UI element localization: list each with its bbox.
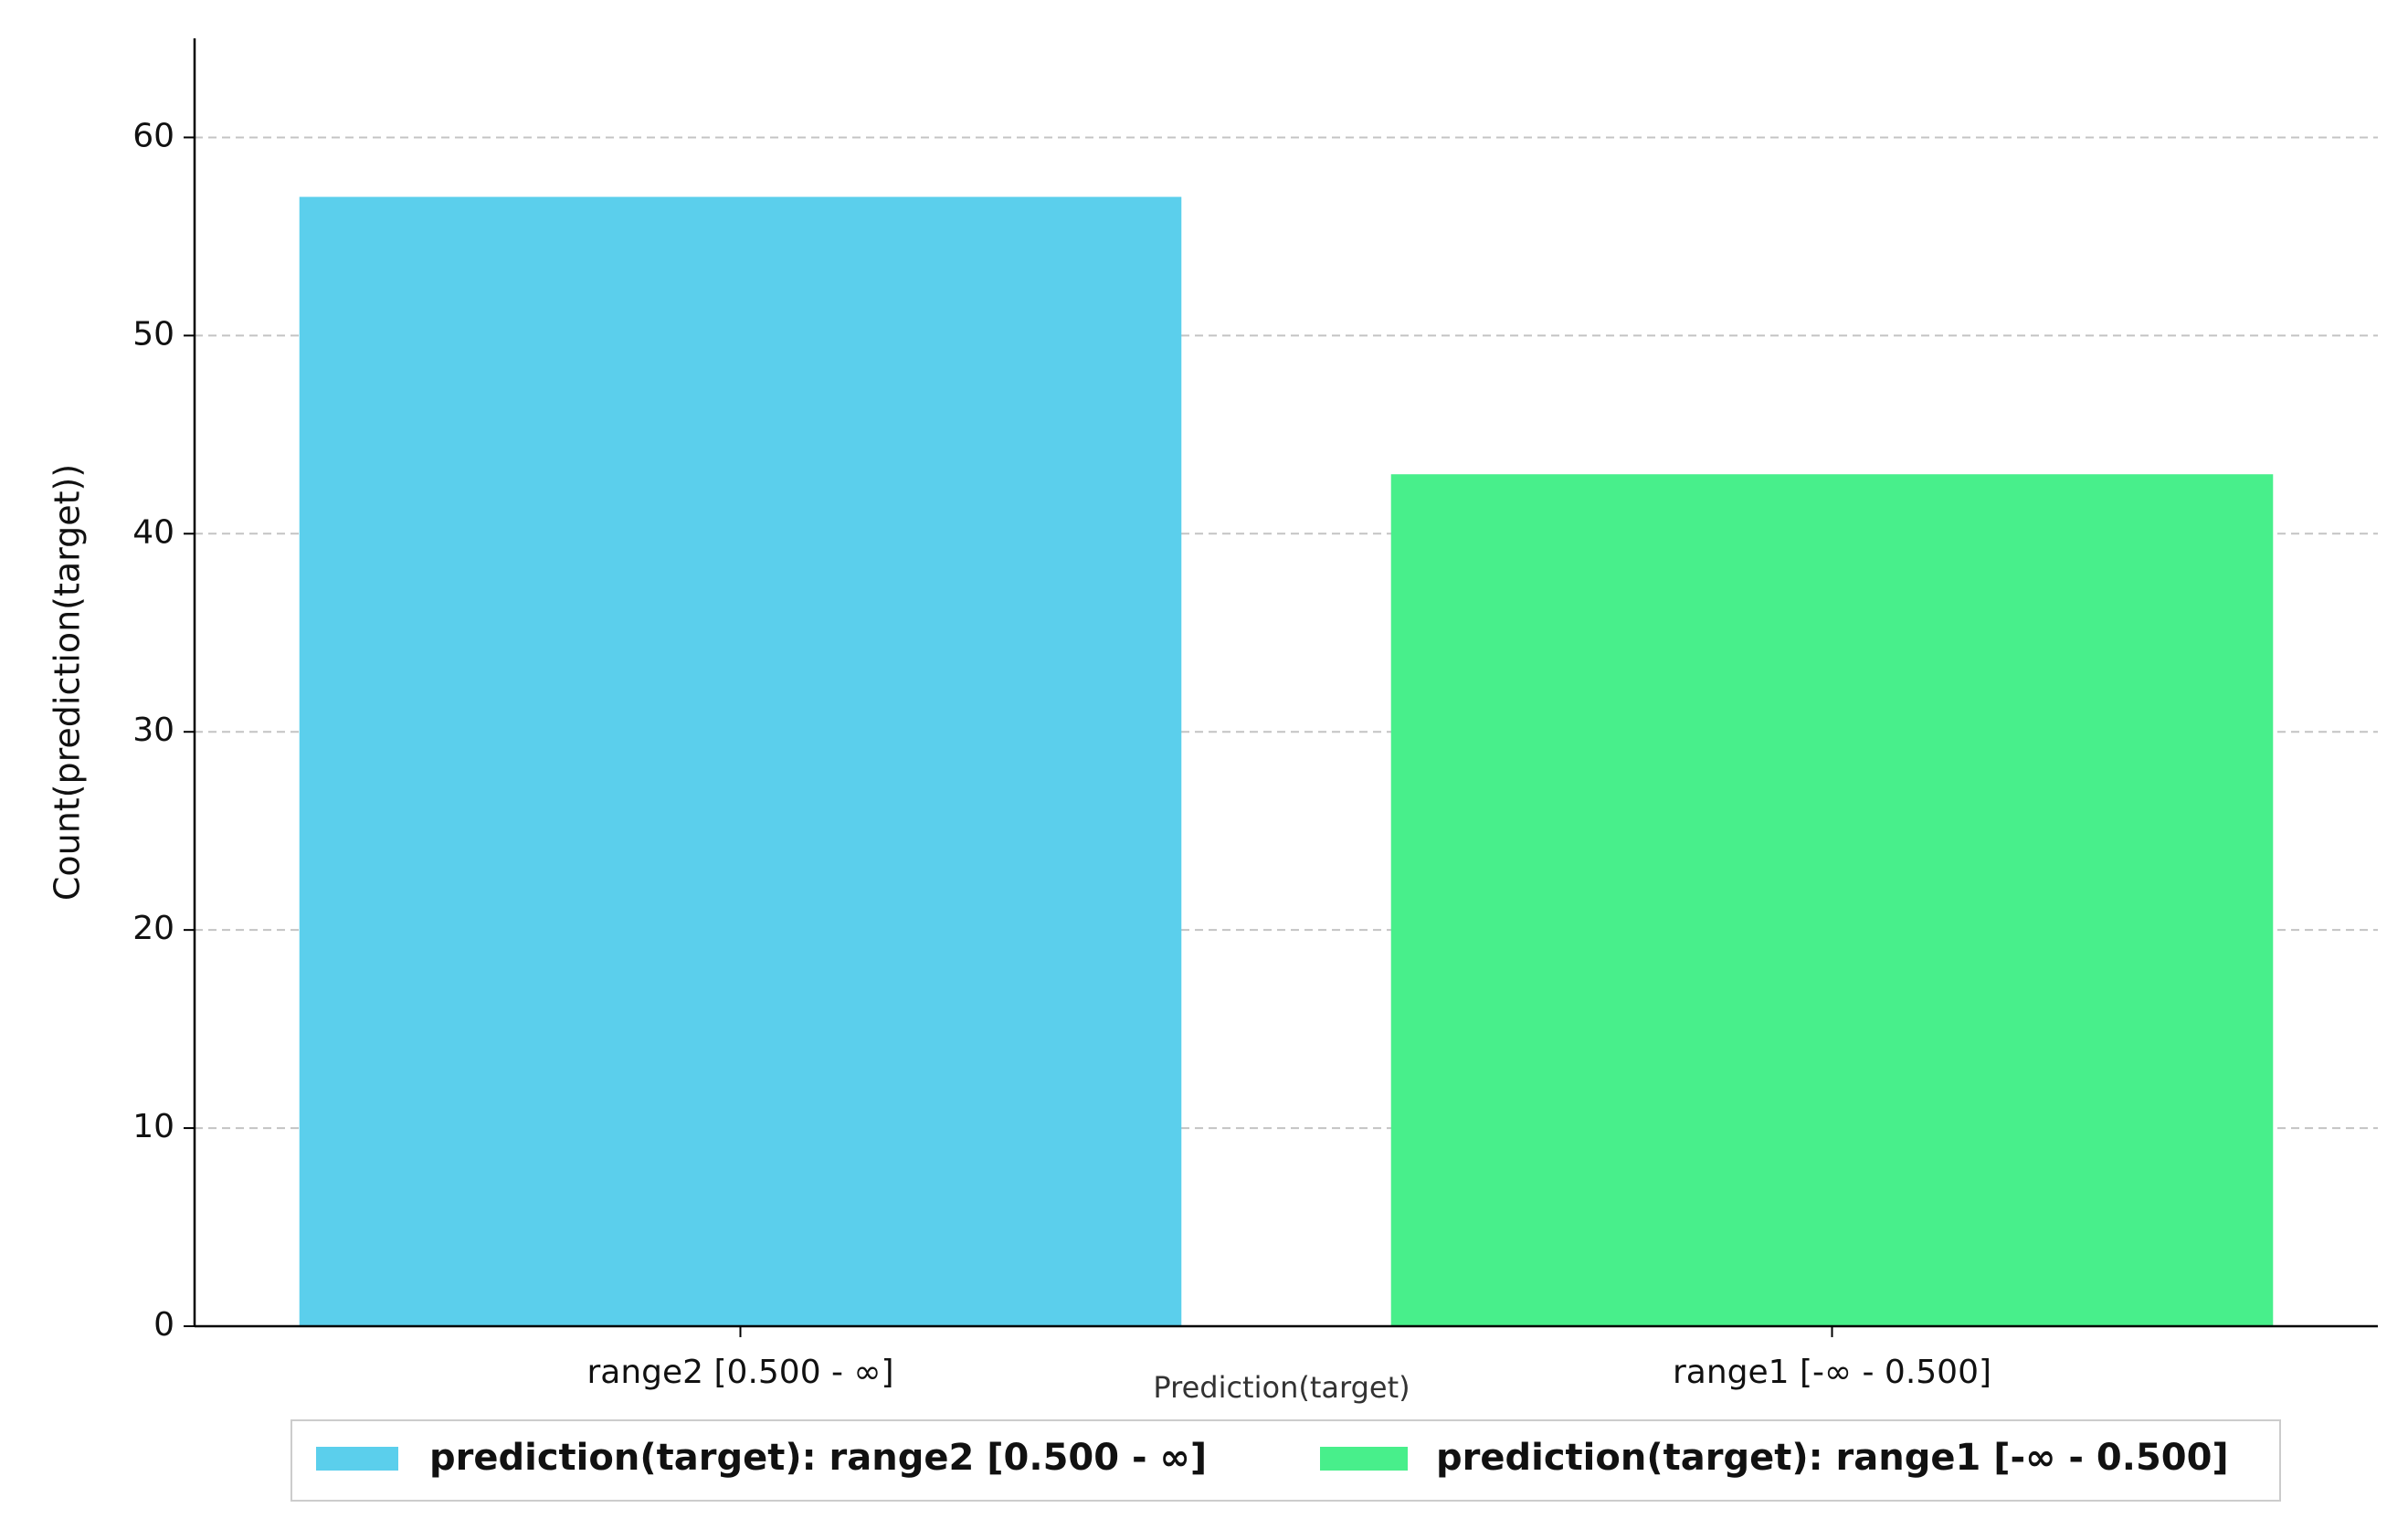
legend-label: prediction(target): range1 [-∞ - 0.500] — [1436, 1437, 2229, 1479]
y-tick-label: 50 — [132, 315, 174, 353]
y-tick-label: 30 — [132, 712, 174, 749]
y-tick-label: 20 — [132, 910, 174, 947]
y-axis-label: Count(prediction(target)) — [48, 464, 88, 901]
y-tick-label: 10 — [132, 1108, 174, 1145]
x-axis-label: Prediction(target) — [1153, 1370, 1410, 1405]
x-tick-label: range1 [-∞ - 0.500] — [1673, 1354, 1991, 1391]
y-tick-label: 60 — [132, 117, 174, 154]
x-tick-label: range2 [0.500 - ∞] — [586, 1354, 893, 1391]
legend-label: prediction(target): range2 [0.500 - ∞] — [429, 1437, 1207, 1479]
y-tick-label: 40 — [132, 513, 174, 551]
bar — [299, 196, 1182, 1327]
bar — [1390, 474, 2274, 1326]
legend-box — [290, 1419, 2281, 1502]
y-tick-label: 0 — [153, 1306, 174, 1344]
legend-swatch — [316, 1447, 398, 1471]
legend-swatch — [1320, 1447, 1408, 1471]
